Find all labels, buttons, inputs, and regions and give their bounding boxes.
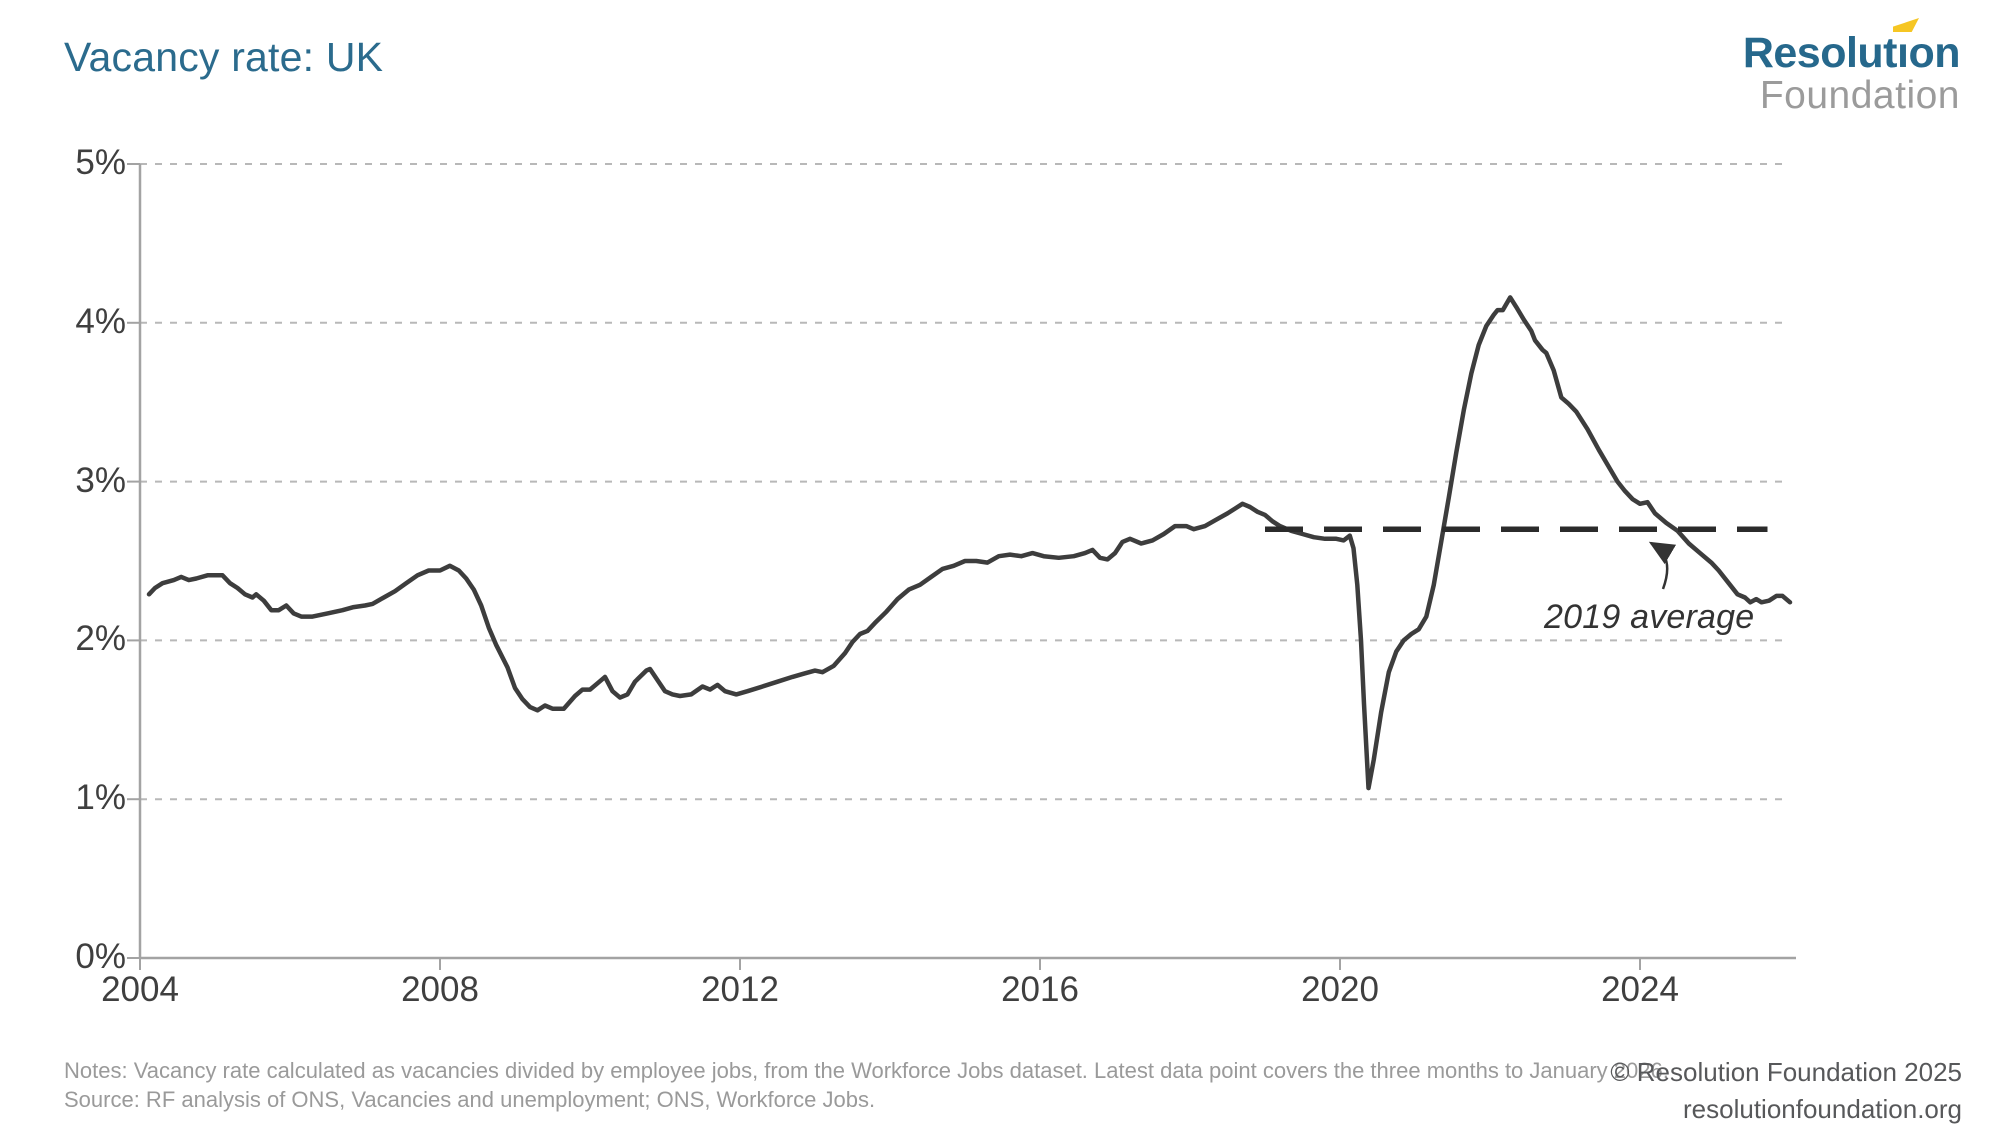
footer-notes: Notes: Vacancy rate calculated as vacanc… <box>64 1056 1669 1115</box>
y-tick-label: 1% <box>75 778 126 818</box>
reference-line-label: 2019 average <box>1544 598 1755 636</box>
logo-wordmark-resolution: Resolutı on <box>1743 18 1960 75</box>
axes <box>138 164 1796 960</box>
website-line: resolutionfoundation.org <box>1683 1093 1962 1124</box>
notes-line: Notes: Vacancy rate calculated as vacanc… <box>64 1058 1669 1083</box>
y-tick-label: 2% <box>75 619 126 659</box>
logo-wordmark-foundation: Foundation <box>1759 74 1960 117</box>
y-tick-label: 3% <box>75 460 126 500</box>
x-tick-label: 2004 <box>101 970 179 1009</box>
y-tick-label: 5% <box>75 143 126 182</box>
annotation-arrow <box>1648 541 1677 590</box>
vacancy-rate-series-line <box>146 295 1793 791</box>
footer-copyright: © Resolution Foundation 2025 resolutionf… <box>1610 1054 1962 1128</box>
axis-ticks <box>127 163 1641 970</box>
x-tick-label: 2012 <box>701 970 779 1009</box>
gridlines <box>140 163 1790 801</box>
x-tick-label: 2020 <box>1301 970 1379 1009</box>
x-tick-label: 2024 <box>1601 970 1679 1009</box>
copyright-line: © Resolution Foundation 2025 <box>1610 1057 1962 1087</box>
y-tick-label: 4% <box>75 301 126 341</box>
x-tick-label: 2008 <box>401 970 479 1009</box>
page-title: Vacancy rate: UK <box>64 34 384 80</box>
source-line: Source: RF analysis of ONS, Vacancies an… <box>64 1087 876 1113</box>
y-tick-label: 0% <box>75 937 126 976</box>
x-tick-label: 2016 <box>1001 970 1079 1009</box>
resolution-foundation-logo: Resolutı on Foundation <box>1743 18 1960 117</box>
